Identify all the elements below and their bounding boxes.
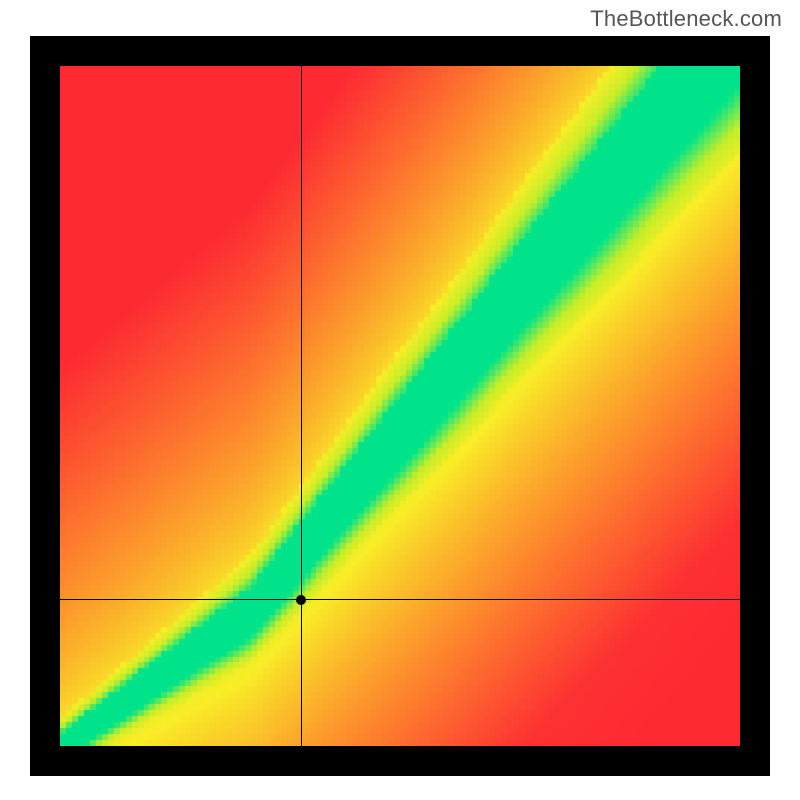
crosshair-vertical [301, 66, 302, 746]
watermark-label: TheBottleneck.com [590, 6, 782, 32]
plot-border [30, 36, 770, 776]
chart-frame: TheBottleneck.com [0, 0, 800, 800]
crosshair-horizontal [60, 599, 740, 600]
